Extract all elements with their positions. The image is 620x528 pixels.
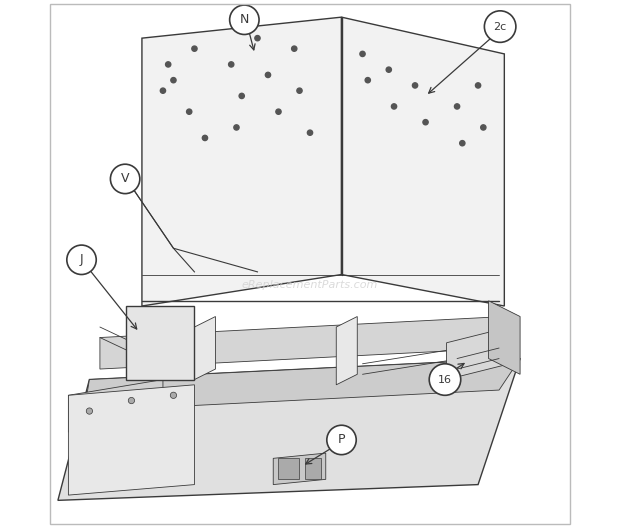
Circle shape [454, 104, 459, 109]
Circle shape [187, 109, 192, 114]
Circle shape [365, 78, 370, 83]
Polygon shape [68, 385, 195, 495]
Circle shape [192, 46, 197, 51]
Polygon shape [126, 306, 195, 380]
Text: V: V [121, 173, 130, 185]
Circle shape [202, 135, 208, 140]
Circle shape [255, 35, 260, 41]
Polygon shape [489, 301, 520, 374]
Circle shape [412, 83, 418, 88]
Circle shape [423, 119, 428, 125]
Circle shape [276, 109, 281, 114]
Circle shape [429, 364, 461, 395]
Circle shape [480, 125, 486, 130]
Circle shape [86, 408, 92, 414]
Circle shape [459, 140, 465, 146]
Polygon shape [68, 380, 163, 432]
Circle shape [386, 67, 391, 72]
Circle shape [161, 88, 166, 93]
Circle shape [308, 130, 312, 135]
Polygon shape [342, 17, 504, 306]
Polygon shape [278, 458, 299, 479]
Circle shape [128, 398, 135, 404]
Circle shape [229, 5, 259, 34]
Circle shape [327, 425, 356, 455]
Circle shape [391, 104, 397, 109]
Circle shape [476, 83, 480, 88]
Polygon shape [58, 359, 520, 501]
Text: 16: 16 [438, 374, 452, 384]
Circle shape [229, 62, 234, 67]
Circle shape [234, 125, 239, 130]
Circle shape [67, 245, 96, 275]
Text: eReplacementParts.com: eReplacementParts.com [242, 280, 378, 290]
Text: P: P [338, 433, 345, 447]
Circle shape [265, 72, 270, 78]
Polygon shape [142, 17, 342, 306]
Circle shape [239, 93, 244, 99]
Circle shape [110, 164, 140, 194]
Text: N: N [240, 13, 249, 26]
Circle shape [171, 78, 176, 83]
Polygon shape [195, 316, 216, 380]
Polygon shape [273, 453, 326, 485]
Circle shape [297, 88, 302, 93]
Circle shape [360, 51, 365, 56]
Circle shape [166, 62, 171, 67]
Circle shape [291, 46, 297, 51]
Polygon shape [84, 359, 520, 411]
Polygon shape [446, 327, 510, 380]
Polygon shape [100, 316, 504, 369]
Text: J: J [80, 253, 83, 266]
Text: 2c: 2c [494, 22, 507, 32]
Polygon shape [305, 458, 321, 479]
Circle shape [484, 11, 516, 42]
Polygon shape [336, 316, 357, 385]
Circle shape [170, 392, 177, 399]
